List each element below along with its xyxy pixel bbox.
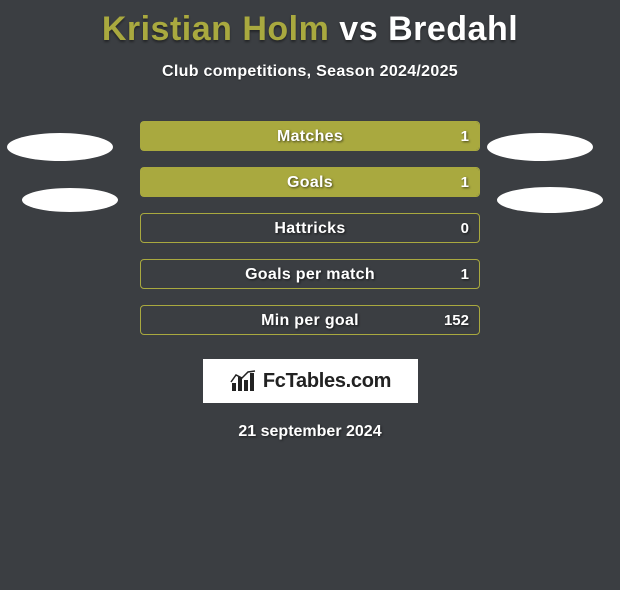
decorative-ellipse [487, 133, 593, 161]
stat-value-right: 1 [461, 168, 469, 198]
stat-value-right: 1 [461, 260, 469, 290]
logo-text: FcTables.com [263, 370, 391, 393]
stat-label: Matches [141, 122, 479, 152]
stat-value-right: 152 [444, 306, 469, 336]
stat-label: Goals per match [141, 260, 479, 290]
bar-chart-icon [229, 369, 257, 393]
stat-row: Matches1 [140, 121, 480, 151]
decorative-ellipse [497, 187, 603, 213]
stat-row: Goals per match1 [140, 259, 480, 289]
page-title: Kristian Holm vs Bredahl [0, 10, 620, 49]
decorative-ellipse [7, 133, 113, 161]
stat-row: Goals1 [140, 167, 480, 197]
stat-label: Goals [141, 168, 479, 198]
stat-row: Min per goal152 [140, 305, 480, 335]
subtitle: Club competitions, Season 2024/2025 [0, 63, 620, 81]
fctables-logo: FcTables.com [203, 359, 418, 403]
stat-row: Hattricks0 [140, 213, 480, 243]
stat-value-right: 1 [461, 122, 469, 152]
decorative-ellipse [22, 188, 118, 212]
stat-label: Min per goal [141, 306, 479, 336]
stats-container: Matches1Goals1Hattricks0Goals per match1… [140, 121, 480, 335]
title-player1: Kristian Holm [102, 10, 339, 48]
title-player2: Bredahl [378, 10, 518, 48]
stat-label: Hattricks [141, 214, 479, 244]
title-vs: vs [339, 10, 378, 48]
stat-value-right: 0 [461, 214, 469, 244]
date-label: 21 september 2024 [0, 423, 620, 441]
